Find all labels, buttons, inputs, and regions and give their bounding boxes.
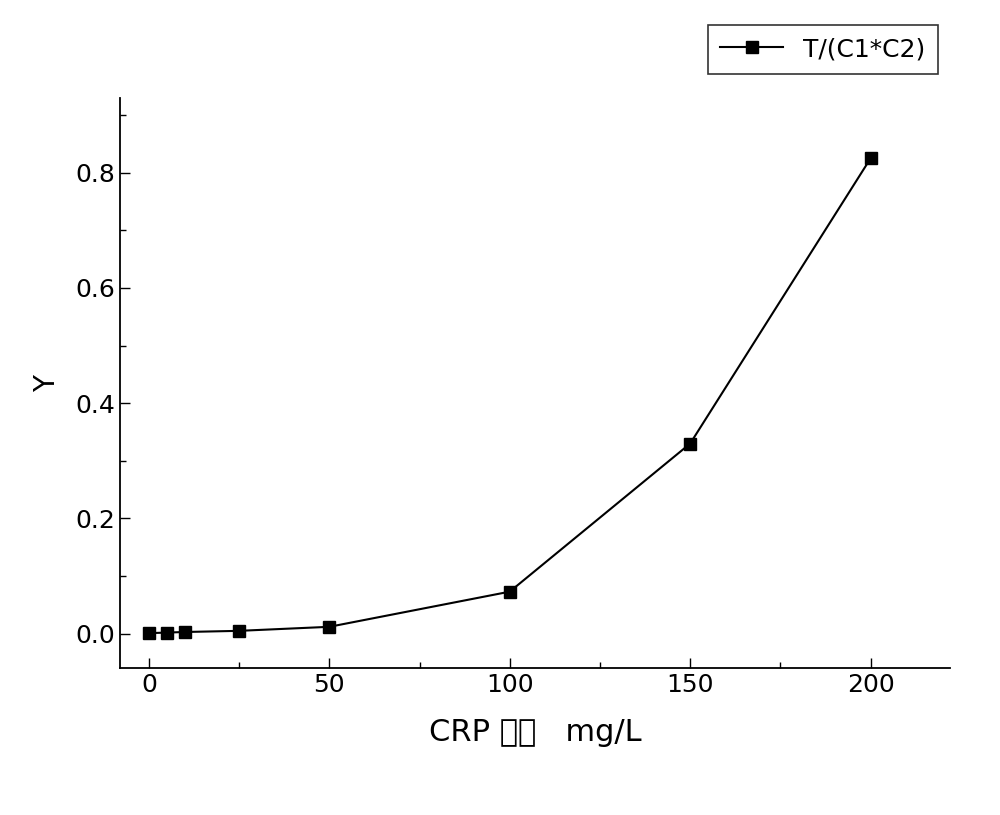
T/(C1*C2) [161,628,173,637]
Line: T/(C1*C2): T/(C1*C2) [143,152,877,640]
T/(C1*C2) [323,622,335,632]
T/(C1*C2) [143,628,155,638]
X-axis label: CRP 浓度   mg/L: CRP 浓度 mg/L [429,718,641,747]
T/(C1*C2) [865,153,877,163]
T/(C1*C2) [504,587,516,597]
T/(C1*C2) [233,626,245,636]
Y-axis label: Y: Y [33,375,61,391]
T/(C1*C2) [179,627,191,637]
Legend: T/(C1*C2): T/(C1*C2) [708,24,938,73]
T/(C1*C2) [684,438,696,448]
